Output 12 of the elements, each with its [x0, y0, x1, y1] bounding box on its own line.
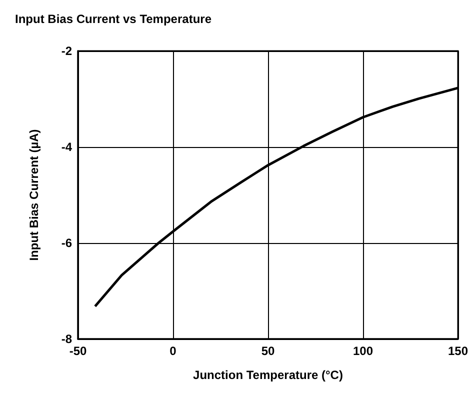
- x-tick-label: 0: [170, 344, 177, 358]
- y-tick-label: -6: [61, 236, 72, 250]
- x-axis-title: Junction Temperature (°C): [193, 368, 343, 382]
- y-tick-label: -2: [61, 44, 72, 58]
- chart-title: Input Bias Current vs Temperature: [15, 12, 212, 26]
- x-tick-label: 150: [448, 344, 468, 358]
- y-axis-title: Input Bias Current (µA): [27, 129, 41, 261]
- y-tick-label: -8: [61, 332, 72, 346]
- x-tick-label: -50: [69, 344, 87, 358]
- x-tick-label: 100: [352, 344, 374, 358]
- x-tick-label: 50: [261, 344, 275, 358]
- y-tick-label: -4: [61, 140, 72, 154]
